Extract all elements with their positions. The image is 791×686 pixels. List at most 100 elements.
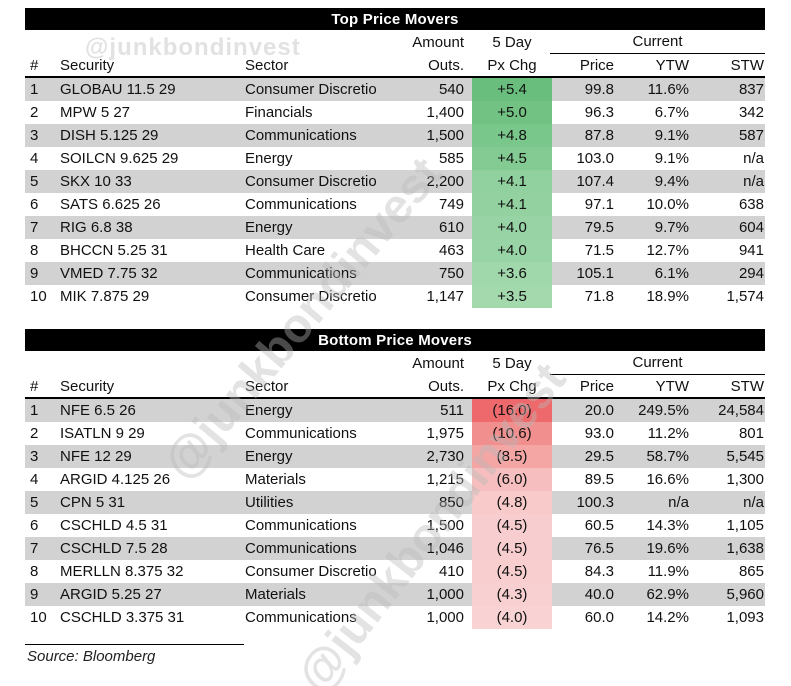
price-value: 60.0	[584, 609, 614, 626]
table-row: 8 MERLLN 8.375 32 Consumer Discretio 410 (4.…	[25, 560, 765, 583]
ytw-value: 11.9%	[647, 563, 689, 580]
col-header-current: Current	[550, 30, 765, 54]
row-number: 7	[30, 219, 39, 236]
table-row: 8 BHCCN 5.25 31 Health Care 463 +4.0 71.5 12.7…	[25, 239, 765, 262]
stw-value: 24,584	[718, 402, 764, 419]
px-change-cell: +3.5	[472, 285, 552, 308]
amount-outstanding: 750	[438, 265, 464, 282]
row-number: 1	[30, 81, 39, 98]
sector-name: Consumer Discretio	[245, 563, 377, 580]
sector-name: Materials	[245, 471, 306, 488]
row-number: 8	[30, 563, 39, 580]
ytw-value: 14.2%	[646, 609, 689, 626]
table-row: 2 ISATLN 9 29 Communications 1,975 (10.6) 93.…	[25, 422, 765, 445]
row-number: 3	[30, 448, 39, 465]
row-number: 9	[30, 586, 39, 603]
security-name: SOILCN 9.625 29	[60, 150, 179, 167]
table-row: 5 SKX 10 33 Consumer Discretio 2,200 +4.1 107…	[25, 170, 765, 193]
price-value: 71.5	[584, 242, 614, 259]
amount-outstanding: 1,500	[426, 517, 464, 534]
ytw-value: 9.1%	[654, 127, 689, 144]
col-header-stw: STW	[730, 378, 764, 395]
price-value: 20.0	[584, 402, 614, 419]
px-change-cell: (8.5)	[472, 445, 552, 468]
amount-outstanding: 1,046	[426, 540, 464, 557]
security-name: NFE 12 29	[60, 448, 132, 465]
px-change-cell: (4.5)	[472, 514, 552, 537]
security-name: ARGID 5.25 27	[60, 586, 162, 603]
stw-value: 5,545	[726, 448, 764, 465]
row-number: 5	[30, 173, 39, 190]
stw-value: n/a	[743, 494, 764, 511]
stw-value: 5,960	[726, 586, 764, 603]
px-change-cell: +4.5	[472, 147, 552, 170]
price-value: 87.8	[584, 127, 614, 144]
row-number: 10	[30, 288, 47, 305]
px-change-cell: (4.0)	[472, 606, 552, 629]
security-name: CSCHLD 7.5 28	[60, 540, 168, 557]
sector-name: Energy	[245, 448, 293, 465]
amount-outstanding: 410	[438, 563, 464, 580]
source-text: Source: Bloomberg	[27, 648, 156, 665]
ytw-value: 11.6%	[647, 81, 689, 98]
top-header-row: # Security Sector Outs. Px Chg Price YTW…	[25, 54, 765, 78]
ytw-value: 19.6%	[646, 540, 689, 557]
px-change-cell: (6.0)	[472, 468, 552, 491]
amount-outstanding: 463	[438, 242, 464, 259]
price-value: 93.0	[584, 425, 614, 442]
col-header-pxchg: Px Chg	[487, 57, 537, 74]
px-change-cell: +4.0	[472, 216, 552, 239]
ytw-value: 62.9%	[646, 586, 689, 603]
table-row: 7 CSCHLD 7.5 28 Communications 1,046 (4.5) 76…	[25, 537, 765, 560]
amount-outstanding: 540	[438, 81, 464, 98]
row-number: 8	[30, 242, 39, 259]
security-name: CSCHLD 4.5 31	[60, 517, 168, 534]
row-number: 4	[30, 471, 39, 488]
px-change-cell: (16.0)	[472, 399, 552, 422]
amount-outstanding: 2,730	[426, 448, 464, 465]
amount-outstanding: 2,200	[426, 173, 464, 190]
amount-outstanding: 585	[438, 150, 464, 167]
top-movers-rows: 1 GLOBAU 11.5 29 Consumer Discretio 540 +5.4…	[25, 78, 765, 308]
col-header-ytw: YTW	[655, 57, 689, 74]
source-divider	[25, 644, 244, 645]
px-change-cell: +3.6	[472, 262, 552, 285]
ytw-value: 10.0%	[646, 196, 689, 213]
px-change-cell: (4.5)	[472, 537, 552, 560]
table-row: 7 RIG 6.8 38 Energy 610 +4.0 79.5 9.7% 604	[25, 216, 765, 239]
stw-value: 1,093	[726, 609, 764, 626]
price-value: 40.0	[584, 586, 614, 603]
price-value: 107.4	[576, 173, 614, 190]
price-value: 60.5	[584, 517, 614, 534]
stw-value: n/a	[743, 173, 764, 190]
px-change-cell: +4.1	[472, 193, 552, 216]
sector-name: Communications	[245, 517, 357, 534]
price-value: 89.5	[584, 471, 614, 488]
sector-name: Communications	[245, 609, 357, 626]
sector-name: Communications	[245, 265, 357, 282]
px-change-cell: (10.6)	[472, 422, 552, 445]
security-name: CSCHLD 3.375 31	[60, 609, 185, 626]
col-header-amount: Amount	[412, 33, 464, 51]
sector-name: Energy	[245, 150, 293, 167]
table-row: 2 MPW 5 27 Financials 1,400 +5.0 96.3 6.7% 342	[25, 101, 765, 124]
col-header-ytw: YTW	[655, 378, 689, 395]
bottom-header-row: # Security Sector Outs. Px Chg Price YTW…	[25, 375, 765, 399]
table-row: 5 CPN 5 31 Utilities 850 (4.8) 100.3 n/a n/a	[25, 491, 765, 514]
price-value: 79.5	[584, 219, 614, 236]
table-row: 3 NFE 12 29 Energy 2,730 (8.5) 29.5 58.7% 5,545	[25, 445, 765, 468]
top-movers-title-bar: Top Price Movers	[25, 8, 765, 30]
sector-name: Consumer Discretio	[245, 288, 377, 305]
sector-name: Materials	[245, 586, 306, 603]
row-number: 10	[30, 609, 47, 626]
amount-outstanding: 1,000	[426, 586, 464, 603]
table-row: 6 CSCHLD 4.5 31 Communications 1,500 (4.5) 60…	[25, 514, 765, 537]
row-number: 9	[30, 265, 39, 282]
price-value: 97.1	[584, 196, 614, 213]
bottom-header-group-row: Amount 5 Day Current	[25, 351, 765, 375]
stw-value: 1,300	[726, 471, 764, 488]
security-name: NFE 6.5 26	[60, 402, 136, 419]
table-row: 4 ARGID 4.125 26 Materials 1,215 (6.0) 89.5 16…	[25, 468, 765, 491]
stw-value: n/a	[743, 150, 764, 167]
amount-outstanding: 1,215	[426, 471, 464, 488]
